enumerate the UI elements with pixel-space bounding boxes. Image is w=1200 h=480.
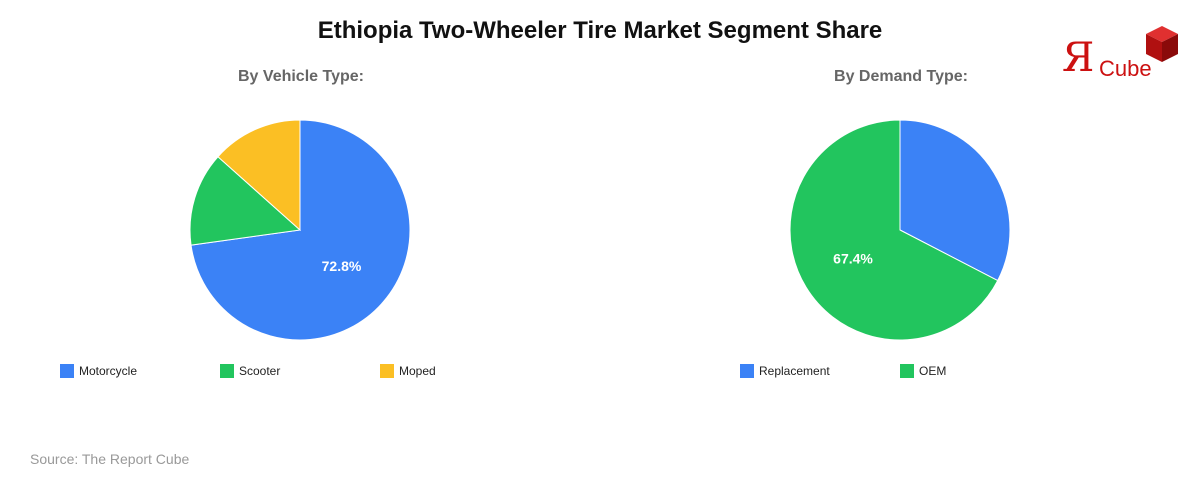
logo-r-glyph: Я: [1062, 35, 1095, 81]
pie-chart-vehicle-type: 72.8%: [189, 119, 411, 341]
chart-title: Ethiopia Two-Wheeler Tire Market Segment…: [317, 17, 883, 44]
source-note: Source: The Report Cube: [30, 451, 190, 467]
legend-item-replacement[interactable]: Replacement: [740, 362, 830, 378]
legend-item-motorcycle[interactable]: Motorcycle: [60, 362, 137, 378]
vehicle-type-slice-moped[interactable]: [217, 119, 301, 232]
logo-text: Cube: [1099, 56, 1152, 81]
legend-swatch-motorcycle: [60, 363, 74, 378]
legend-swatch-oem: [900, 363, 914, 378]
legend-label-replacement: Replacement: [759, 363, 830, 378]
pie-title-vehicle-type: By Vehicle Type:: [238, 68, 364, 85]
vehicle-type-data-label-motorcycle: 72.8%: [322, 258, 362, 274]
legend-swatch-scooter: [220, 363, 234, 378]
legend-label-motorcycle: Motorcycle: [79, 363, 138, 378]
demand-type-slice-replacement[interactable]: [899, 119, 1011, 282]
legend-item-scooter[interactable]: Scooter: [220, 362, 280, 378]
legend-label-oem: OEM: [919, 363, 947, 378]
vehicle-type-slice-scooter[interactable]: [189, 156, 302, 246]
legend-swatch-replacement: [740, 363, 754, 378]
legend-label-scooter: Scooter: [239, 363, 281, 378]
legend-item-oem[interactable]: OEM: [900, 362, 946, 378]
legend-swatch-moped: [380, 363, 394, 378]
demand-type-data-label-oem: 67.4%: [833, 251, 873, 267]
pie-chart-demand-type: 67.4%: [789, 119, 1011, 341]
pie-title-demand-type: By Demand Type:: [834, 68, 968, 85]
legend-item-moped[interactable]: Moped: [380, 362, 436, 378]
legend-label-moped: Moped: [399, 363, 436, 378]
demand-type-slice-oem[interactable]: [789, 119, 999, 341]
report-cube-logo: Я Cube: [1062, 24, 1182, 84]
cube-icon: [1146, 26, 1178, 62]
